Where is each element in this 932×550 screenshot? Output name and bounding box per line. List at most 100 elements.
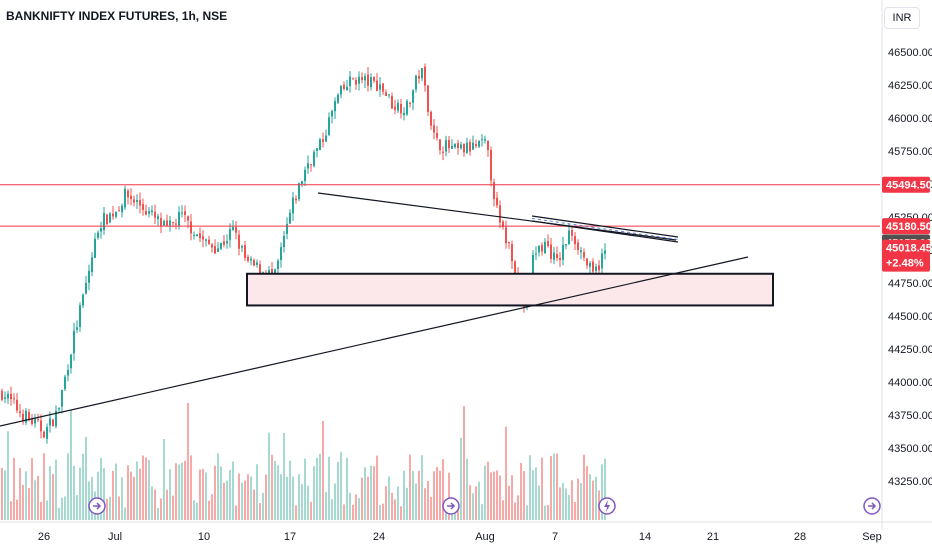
candle-body	[328, 117, 330, 135]
candle-body	[583, 252, 585, 258]
candle-body	[466, 142, 468, 154]
volume-bar	[481, 504, 483, 520]
volume-bar	[37, 475, 39, 520]
time-tick-label: 21	[707, 531, 719, 543]
candle-body	[316, 148, 318, 151]
volume-bar	[34, 480, 36, 520]
falling-trendline	[317, 192, 677, 241]
volume-bar	[583, 454, 585, 520]
volume-bar	[565, 488, 567, 520]
candle-body	[238, 234, 240, 249]
candle-body	[106, 214, 108, 225]
time-tick-label: 17	[284, 531, 296, 543]
candle-body	[22, 413, 24, 421]
volume-bar	[289, 460, 291, 520]
candle-body	[367, 74, 369, 86]
time-tick-label: Jul	[108, 531, 122, 543]
volume-bar	[133, 476, 135, 520]
candle-body	[253, 260, 255, 266]
candle-body	[409, 102, 411, 104]
candle-body	[379, 84, 381, 90]
candle-body	[46, 426, 48, 439]
candle-body	[397, 102, 399, 111]
volume-bar	[43, 453, 45, 520]
volume-bar	[175, 463, 177, 520]
price-tag-bg	[882, 218, 930, 235]
time-tick-label: Sep	[862, 531, 882, 543]
volume-bar	[259, 502, 261, 520]
candle-body	[151, 210, 153, 213]
candle-body	[382, 83, 384, 92]
candle-body	[211, 244, 213, 248]
volume-bar	[121, 477, 123, 520]
volume-bar	[40, 501, 42, 520]
candle-body	[478, 140, 480, 147]
candle-body	[343, 84, 345, 89]
candle-body	[406, 101, 408, 115]
candle-body	[592, 261, 594, 272]
volume-bar	[466, 458, 468, 520]
time-tick-label: 26	[38, 531, 50, 543]
candle-body	[25, 410, 27, 423]
candle-body	[88, 270, 90, 283]
price-tick-label: 44000.00	[888, 377, 932, 389]
candle-body	[34, 418, 36, 424]
candle-body	[460, 144, 462, 149]
volume-bar	[433, 471, 435, 520]
volume-bar	[439, 470, 441, 520]
volume-bar	[25, 471, 27, 520]
candle-body	[31, 418, 33, 425]
volume-bar	[301, 484, 303, 520]
candle-body	[1, 390, 3, 400]
candle-body	[196, 234, 198, 237]
volume-bar	[217, 453, 219, 520]
volume-bar	[139, 468, 141, 520]
candle-body	[508, 241, 510, 244]
volume-bar	[475, 486, 477, 520]
candle-body	[331, 110, 333, 117]
candle-body	[448, 140, 450, 149]
candle-body	[541, 244, 543, 252]
volume-bar	[472, 493, 474, 520]
candle-body	[337, 94, 339, 103]
volume-bar	[427, 481, 429, 520]
price-tag-label: 45018.45	[886, 243, 932, 255]
volume-bar	[109, 496, 111, 520]
candle-body	[571, 230, 573, 236]
volume-bar	[154, 489, 156, 520]
candle-body	[145, 210, 147, 215]
price-tag-label: 45494.50	[886, 180, 932, 192]
candle-body	[58, 408, 60, 410]
volume-bar	[103, 468, 105, 520]
volume-bar	[145, 457, 147, 520]
candle-body	[313, 151, 315, 167]
volume-bar	[526, 505, 528, 520]
candle-body	[589, 263, 591, 267]
volume-bar	[52, 474, 54, 520]
price-tick-label: 46000.00	[888, 113, 932, 125]
candle-body	[403, 112, 405, 116]
candle-body	[43, 431, 45, 438]
volume-bar	[382, 503, 384, 520]
volume-bar	[298, 474, 300, 520]
candle-body	[175, 223, 177, 225]
candle-body	[559, 258, 561, 261]
volume-bar	[412, 470, 414, 520]
candle-body	[364, 76, 366, 81]
volume-bar	[550, 456, 552, 520]
volume-bar	[415, 483, 417, 520]
volume-bar	[10, 501, 12, 520]
candle-body	[76, 327, 78, 330]
candle-body	[49, 418, 51, 426]
currency-selector[interactable]: INR	[884, 7, 920, 29]
candle-body	[391, 95, 393, 109]
volume-bar	[187, 402, 189, 520]
candle-body	[493, 182, 495, 200]
volume-bar	[97, 471, 99, 520]
bolt-icon	[604, 500, 610, 512]
volume-bar	[589, 474, 591, 520]
volume-bar	[7, 431, 9, 520]
candle-body	[361, 77, 363, 80]
volume-bar	[199, 469, 201, 520]
